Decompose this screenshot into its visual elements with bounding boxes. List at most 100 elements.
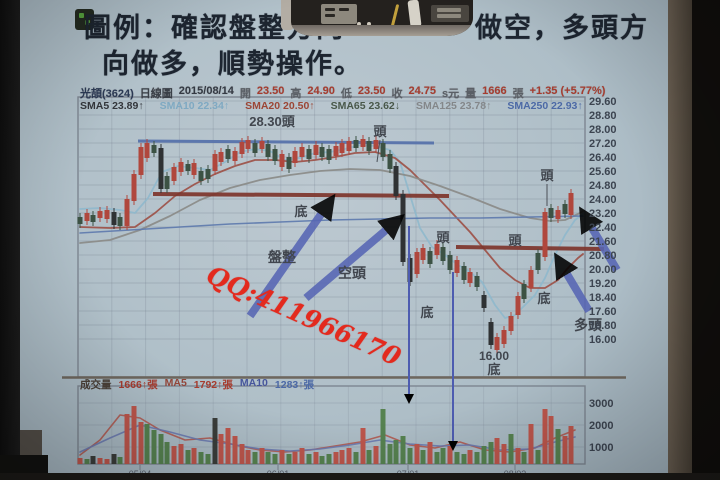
candle-body [178, 162, 184, 172]
volume-header-segment: 1666↑張 [118, 379, 158, 391]
volume-bar [528, 424, 534, 464]
sma-value: SMA5 23.89↑ [80, 100, 144, 112]
price-axis-label: 18.40 [589, 292, 617, 304]
annotation-label: 頭 [508, 233, 522, 248]
annotation-arrow [579, 206, 621, 273]
volume-bar [164, 442, 170, 464]
candle-body [360, 139, 366, 147]
annotation-label: 底 [487, 362, 500, 377]
volume-bar [178, 444, 184, 464]
volume-bar [521, 452, 527, 464]
candle-body [319, 147, 325, 157]
volume-bar [239, 444, 245, 464]
candle-body [440, 247, 446, 261]
volume-bar [151, 430, 157, 464]
price-axis-label: 22.40 [589, 222, 617, 234]
price-axis-label: 24.80 [589, 180, 617, 192]
projected-screen [20, 0, 670, 474]
candle-body [366, 141, 372, 151]
annotation-label: 底 [420, 305, 433, 320]
annotation-label: 頭 [436, 230, 450, 245]
annotation-label: 頭 [540, 168, 554, 183]
candle-body [191, 163, 197, 175]
volume-bar [265, 452, 271, 464]
price-axis-label: 23.20 [589, 208, 617, 220]
candle-body [427, 251, 433, 264]
candle-body [272, 149, 278, 161]
candle-body [568, 193, 574, 215]
volume-bar [205, 454, 211, 464]
price-axis-label: 25.60 [589, 166, 617, 178]
candle-body [548, 208, 554, 218]
projector-casing-lip [291, 25, 473, 36]
projector-port-panel [321, 4, 357, 24]
candle-body [131, 174, 137, 201]
candle-body [292, 151, 298, 163]
volume-bar [306, 454, 312, 464]
price-axis-label: 17.60 [589, 306, 617, 318]
volume-bar [353, 452, 359, 464]
candle-body [265, 144, 271, 157]
volume-bar [259, 448, 265, 464]
candle-body [542, 212, 548, 257]
candle-body [77, 217, 83, 224]
volume-bar [171, 446, 177, 464]
volume-bar [232, 436, 238, 464]
candle-body [387, 154, 393, 169]
ohlc-segment: +1.35 (+5.77%) [529, 85, 606, 97]
candle-body [508, 316, 514, 331]
candle-body [185, 164, 191, 171]
candle-body [353, 140, 359, 148]
annotation-label: 16.00 [479, 349, 509, 363]
volume-bar [407, 448, 413, 464]
candle-body [151, 145, 157, 153]
volume-header-segment: MA5 [164, 377, 187, 389]
volume-bar [144, 424, 150, 464]
volume-bar [461, 454, 467, 464]
chart-sma-row: SMA5 23.89↑ SMA10 22.34↑ SMA20 20.50↑ SMA65… [80, 100, 585, 112]
volume-bar [77, 458, 83, 464]
candle-body [171, 167, 177, 181]
room-edge-right-outer [692, 0, 720, 480]
candle-body [252, 143, 258, 153]
volume-axis-label: 3000 [589, 398, 613, 410]
volume-bar [131, 406, 137, 464]
volume-bars [77, 406, 574, 464]
volume-bar [84, 459, 90, 464]
ohlc-segment: 24.90 [307, 85, 335, 97]
volume-bar [326, 454, 332, 464]
projector-vent [431, 5, 469, 22]
volume-bar [299, 448, 305, 464]
ohlc-segment: 高 [290, 88, 302, 100]
candle-body [467, 272, 473, 283]
volume-bar [568, 426, 574, 464]
volume-bar [90, 456, 96, 464]
volume-bar [494, 438, 500, 464]
sma-curves [79, 144, 584, 456]
candle-body [313, 145, 319, 155]
volume-bar [555, 429, 561, 464]
candle-body [259, 141, 265, 149]
volume-bar [333, 452, 339, 464]
candle-body [306, 149, 312, 159]
volume-bar [440, 448, 446, 464]
volume-bar [542, 409, 548, 464]
volume-bar [286, 454, 292, 464]
candle-body [286, 157, 292, 169]
price-axis-label: 28.00 [589, 124, 617, 136]
price-axis: 29.60 28.80 28.00 27.20 26.40 25.60 24.80 24.00… [129, 96, 617, 479]
volume-bar [434, 452, 440, 464]
price-axis-label: 26.40 [589, 152, 617, 164]
volume-bar [212, 418, 218, 464]
ohlc-segment: 張 [512, 88, 524, 100]
trendline [137, 139, 435, 145]
annotation-arrows [246, 139, 621, 319]
candle-body [299, 147, 305, 157]
ohlc-segment: 量 [465, 88, 477, 100]
app-icon [75, 9, 94, 30]
volume-bar [117, 457, 123, 464]
volume-header-segment: MA10 [239, 377, 268, 389]
candle-body [279, 154, 285, 167]
candle-body [447, 255, 453, 270]
